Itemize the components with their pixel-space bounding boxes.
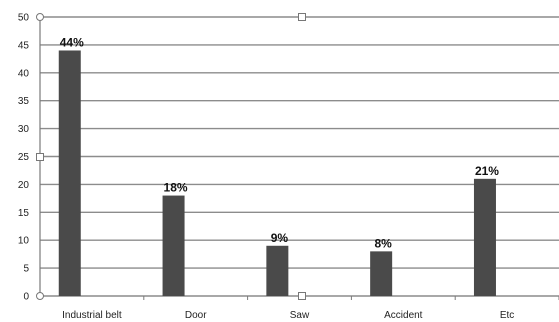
y-tick-label: 0: [23, 292, 29, 303]
bar: [370, 251, 393, 296]
data-label: 18%: [164, 181, 188, 195]
y-tick-label: 30: [18, 124, 30, 135]
y-tick-label: 40: [18, 68, 30, 79]
data-label: 9%: [271, 231, 289, 245]
data-label: 21%: [475, 164, 499, 178]
gridlines: [40, 16, 559, 297]
data-label: 44%: [60, 35, 84, 49]
y-tick-label: 50: [18, 13, 30, 24]
y-tick-label: 25: [18, 152, 30, 163]
bar: [58, 50, 81, 297]
y-tick-label: 35: [18, 96, 30, 107]
y-tick-label: 15: [18, 208, 30, 219]
x-tick-label: Door: [185, 310, 207, 321]
y-tick-label: 20: [18, 180, 30, 191]
handle-top-mid[interactable]: [298, 13, 306, 21]
x-tick-label: Industrial belt: [62, 310, 122, 321]
bar: [266, 245, 289, 296]
selection-handles: [36, 13, 306, 300]
x-tick-label: Accident: [384, 310, 423, 321]
data-labels: 44% 18% 9% 8% 21%: [60, 35, 500, 250]
y-tick-label: 45: [18, 40, 30, 51]
y-axis: 0 5 10 15 20 25 30 35 40 45 50: [18, 13, 41, 303]
bars: [58, 50, 496, 297]
handle-top-left[interactable]: [36, 13, 44, 21]
handle-mid-left[interactable]: [36, 153, 44, 161]
data-label: 8%: [374, 236, 392, 250]
y-tick-label: 5: [23, 264, 29, 275]
handle-bottom-left[interactable]: [36, 292, 44, 300]
x-tick-label: Etc: [500, 310, 514, 321]
y-tick-label: 10: [18, 236, 30, 247]
bar: [162, 195, 185, 296]
bar: [473, 178, 496, 296]
x-tick-label: Saw: [290, 310, 310, 321]
handle-bottom-mid[interactable]: [298, 292, 306, 300]
